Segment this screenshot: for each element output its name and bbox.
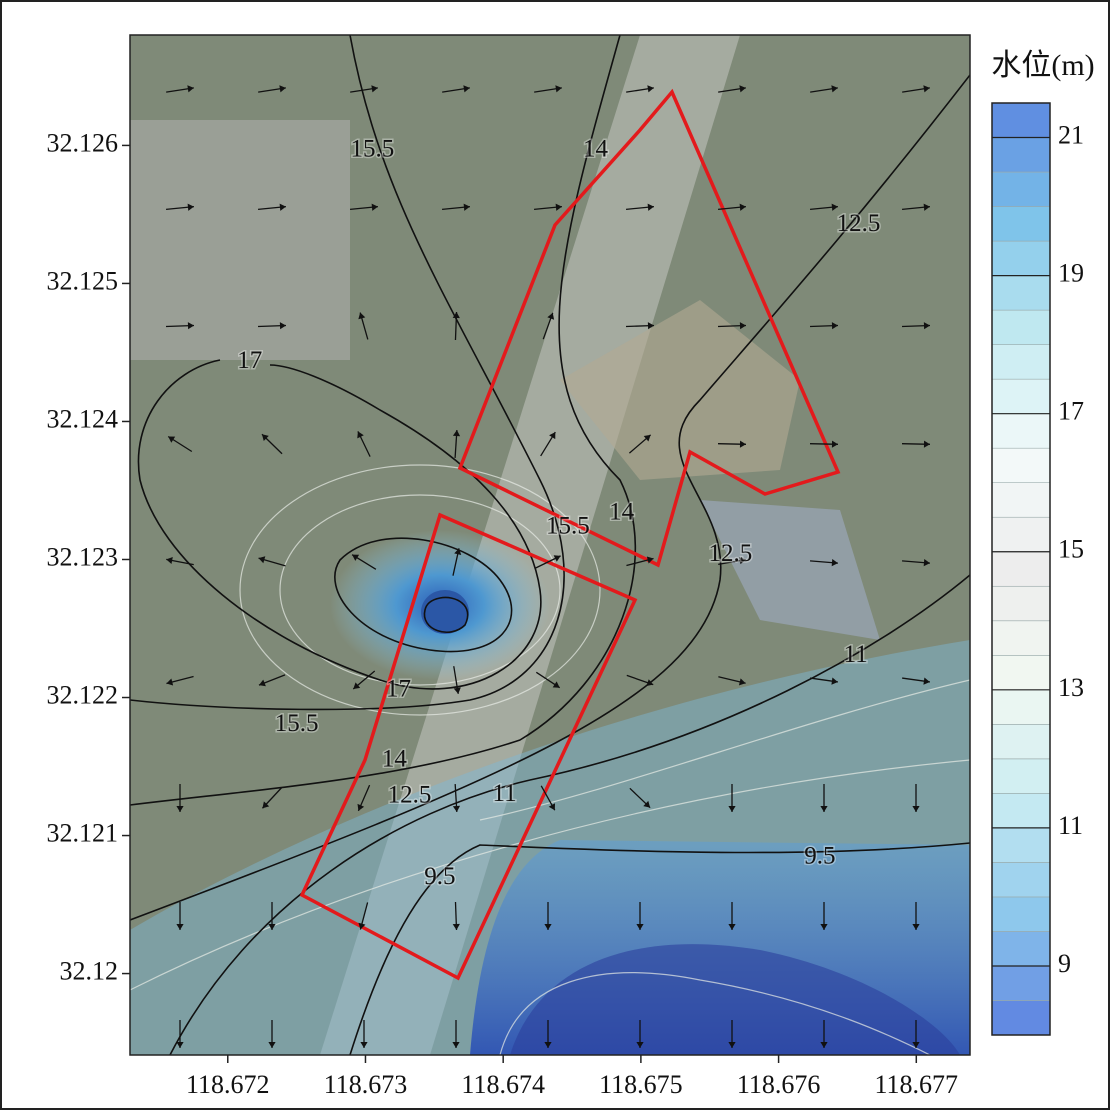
contour-label: 15.5 — [275, 710, 319, 737]
colorbar-band — [992, 724, 1050, 759]
contour-label: 14 — [382, 746, 408, 773]
colorbar-band — [992, 586, 1050, 621]
colorbar-band — [992, 241, 1050, 276]
colorbar-tick-label: 9 — [1058, 949, 1071, 978]
colorbar-band — [992, 1000, 1050, 1035]
contour-label: 15.5 — [546, 512, 590, 539]
colorbar-band — [992, 483, 1050, 518]
y-tick-label: 32.122 — [47, 680, 119, 709]
y-tick-label: 32.121 — [47, 819, 119, 848]
substation — [130, 120, 350, 360]
map-figure: 15.5 14 12.5 17 15.5 14 12.5 11 17 15.5 14 12.5 11 9.… — [0, 0, 1110, 1110]
colorbar-tick-label: 19 — [1058, 259, 1084, 288]
colorbar-band — [992, 621, 1050, 656]
contour-label: 17 — [237, 347, 262, 374]
contour-label: 11 — [844, 641, 868, 668]
colorbar-band — [992, 310, 1050, 345]
colorbar-band — [992, 379, 1050, 414]
colorbar-band — [992, 966, 1050, 1001]
y-tick-label: 32.126 — [47, 128, 119, 157]
contour-label: 9.5 — [804, 842, 835, 869]
colorbar-label: 水位(m) — [991, 49, 1094, 82]
y-tick-label: 32.124 — [47, 404, 119, 433]
contour-label: 14 — [609, 499, 635, 526]
x-tick-label: 118.675 — [599, 1070, 683, 1099]
colorbar-band — [992, 276, 1050, 311]
colorbar-band — [992, 655, 1050, 690]
contour-label: 11 — [493, 780, 517, 807]
colorbar-band — [992, 414, 1050, 449]
contour-label: 15.5 — [350, 136, 394, 163]
colorbar-band — [992, 690, 1050, 725]
y-tick-label: 32.125 — [47, 266, 119, 295]
colorbar-band — [992, 138, 1050, 173]
colorbar-band — [992, 828, 1050, 863]
colorbar-tick-label: 13 — [1058, 673, 1084, 702]
x-tick-label: 118.677 — [875, 1070, 959, 1099]
colorbar-tick-label: 17 — [1058, 397, 1084, 426]
colorbar-band — [992, 793, 1050, 828]
y-tick-label: 32.12 — [60, 957, 119, 986]
colorbar-tick-label: 21 — [1058, 120, 1084, 149]
contour-label: 9.5 — [424, 863, 455, 890]
colorbar-band — [992, 103, 1050, 138]
contour-label: 12.5 — [837, 210, 881, 237]
colorbar-band — [992, 345, 1050, 380]
colorbar-band — [992, 172, 1050, 207]
x-tick-label: 118.674 — [461, 1070, 545, 1099]
colorbar-band — [992, 517, 1050, 552]
x-tick-label: 118.672 — [186, 1070, 270, 1099]
contour-label: 12.5 — [388, 782, 432, 809]
colorbar-band — [992, 931, 1050, 966]
contour-label: 14 — [583, 136, 609, 163]
colorbar-band — [992, 759, 1050, 794]
x-tick-label: 118.673 — [324, 1070, 408, 1099]
colorbar-band — [992, 448, 1050, 483]
contour-label: 17 — [386, 675, 411, 702]
y-tick-label: 32.123 — [47, 542, 119, 571]
contour-label: 12.5 — [709, 540, 753, 567]
colorbar-tick-label: 15 — [1058, 535, 1084, 564]
colorbar-band — [992, 552, 1050, 587]
colorbar-band — [992, 862, 1050, 897]
x-tick-label: 118.676 — [737, 1070, 821, 1099]
map-area: 15.5 14 12.5 17 15.5 14 12.5 11 17 15.5 14 12.5 11 9.… — [130, 35, 970, 1055]
colorbar-band — [992, 207, 1050, 242]
colorbar-band — [992, 897, 1050, 932]
colorbar-tick-label: 11 — [1058, 811, 1083, 840]
